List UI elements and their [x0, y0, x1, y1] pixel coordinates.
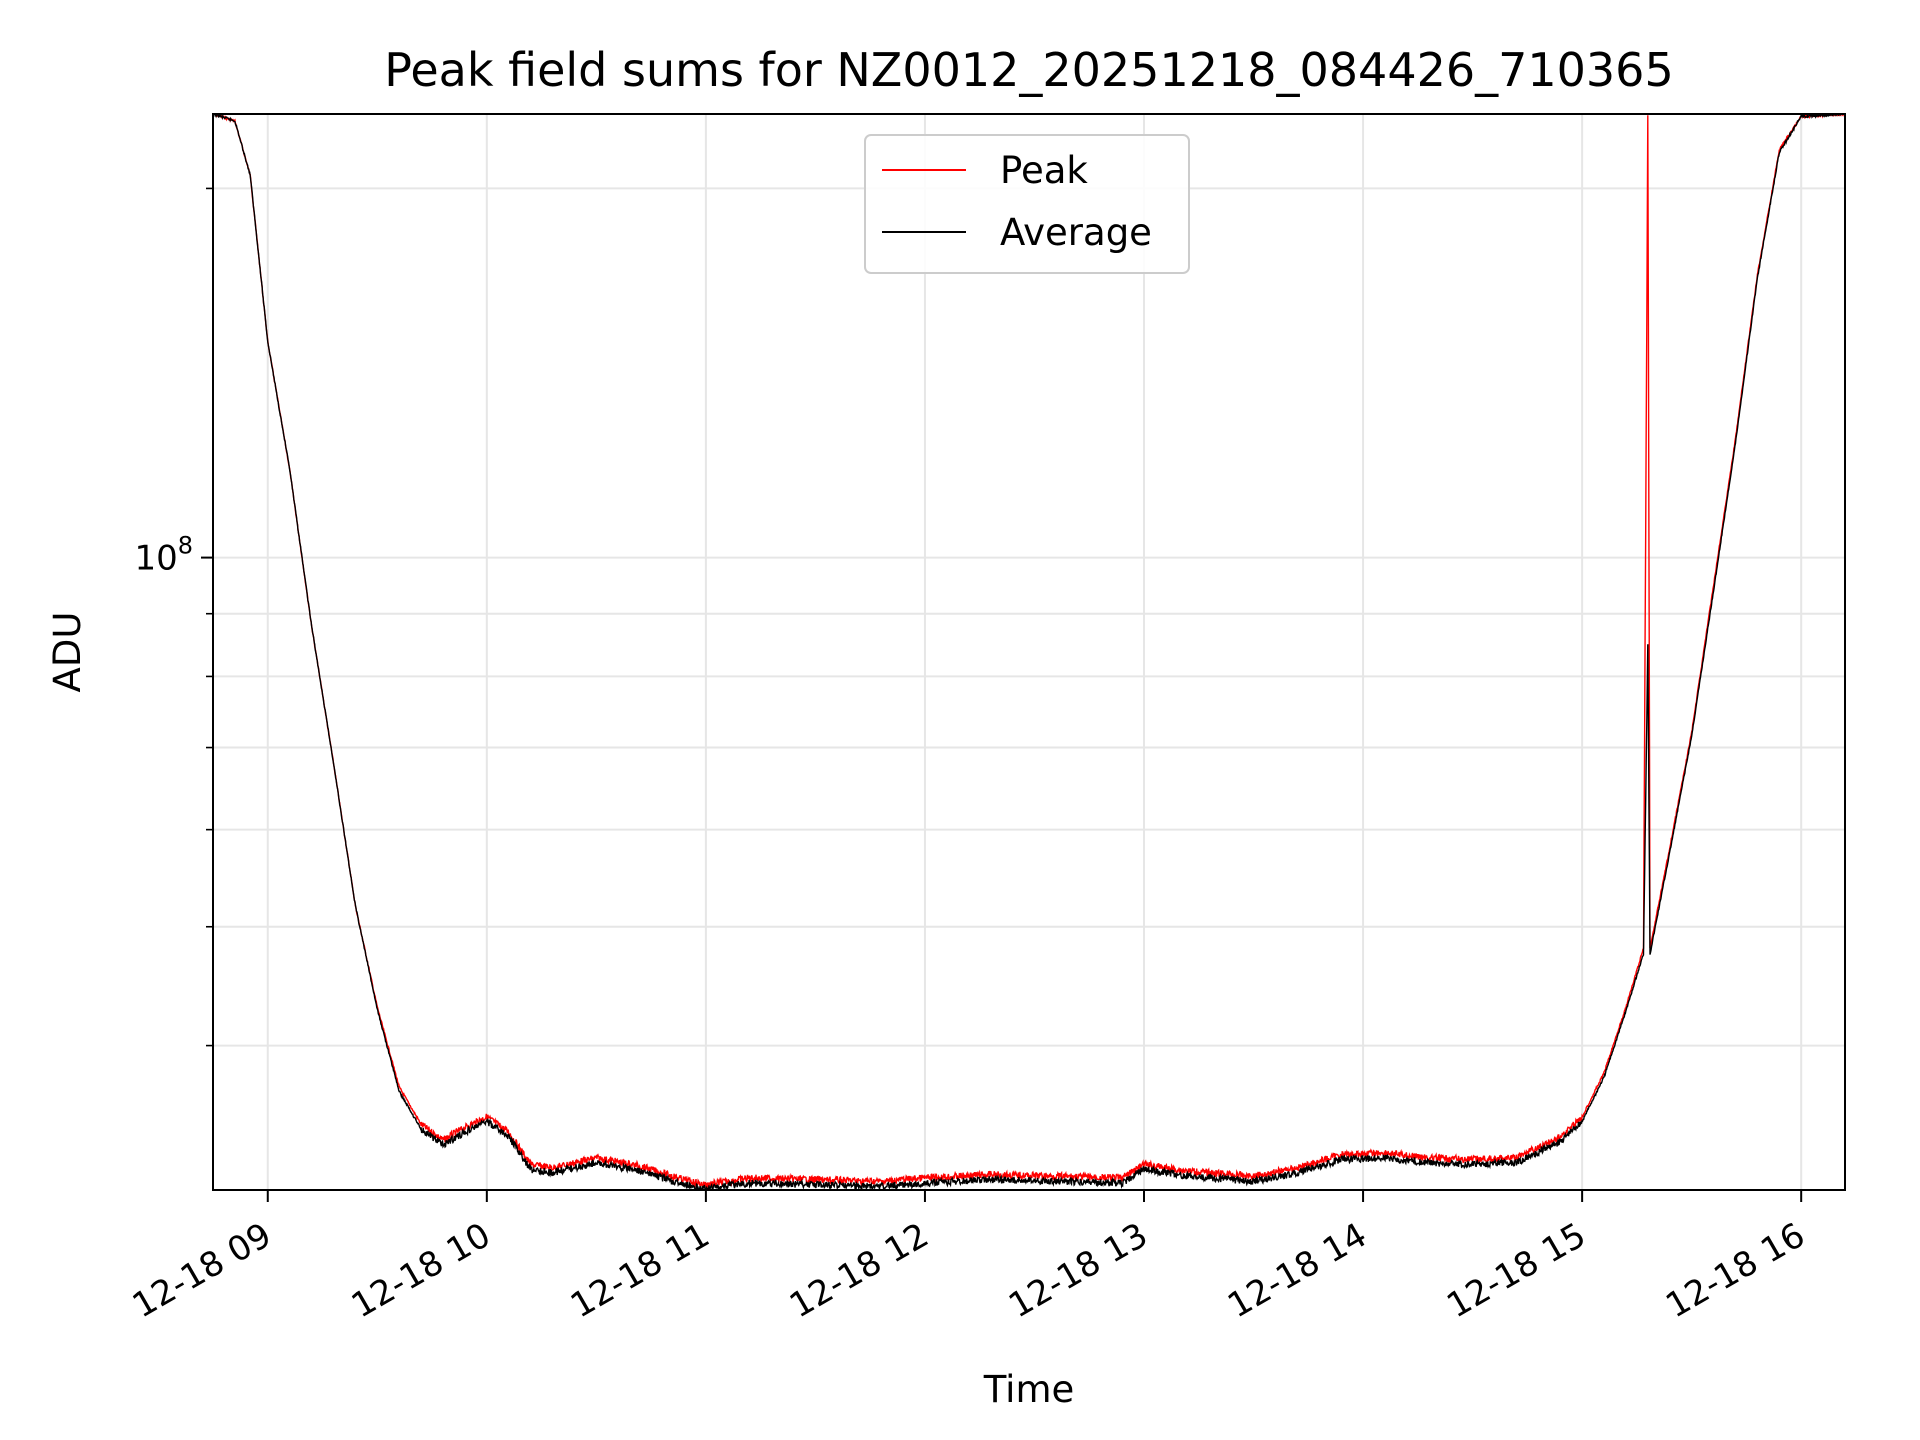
chart-title: Peak field sums for NZ0012_20251218_0844… [384, 43, 1673, 97]
legend-average-label: Average [1000, 211, 1152, 254]
legend-peak-label: Peak [1000, 149, 1088, 192]
series-line-average [213, 114, 1845, 1190]
plot-frame [212, 113, 1846, 1191]
legend: Peak Average [864, 134, 1190, 274]
y-axis-label: ADU [46, 612, 89, 693]
series-layer [213, 114, 1845, 1190]
y-tick-label: 108 [134, 532, 193, 579]
x-axis-label: Time [983, 1368, 1075, 1411]
